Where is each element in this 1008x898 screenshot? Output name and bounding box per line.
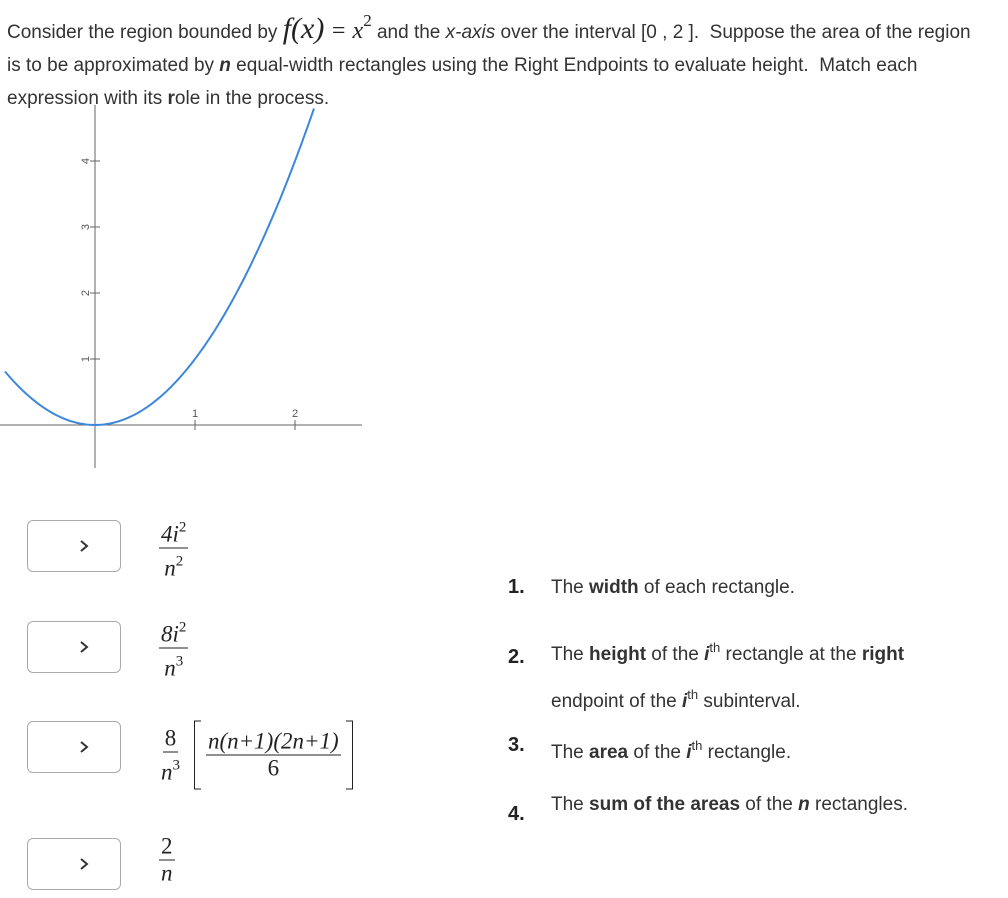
denominator: n <box>161 860 173 886</box>
y-tick-label: 4 <box>80 158 92 164</box>
numerator: 8 <box>162 725 179 752</box>
exponent: 3 <box>172 757 181 773</box>
role-number: 2. <box>508 646 525 668</box>
y-tick-label: 1 <box>80 356 92 362</box>
dropdown[interactable] <box>27 520 121 572</box>
numerator: 4i <box>161 521 179 547</box>
text-run: x <box>352 18 364 44</box>
text-run: width <box>589 577 639 598</box>
text-run: ole in the process. <box>174 88 330 109</box>
text-run: subinterval. <box>698 691 801 712</box>
exponent: 2 <box>178 619 187 636</box>
role-number: 4. <box>508 803 525 825</box>
expression: 8i2 n3 <box>155 615 192 682</box>
text-run: endpoint of the <box>551 644 910 712</box>
curve <box>4 108 315 427</box>
y-tick-label: 2 <box>80 290 92 296</box>
exponent: 2 <box>178 519 187 536</box>
text-run: The <box>551 742 590 763</box>
text-run: over the interval [0 , 2 ]. Suppose the … <box>7 22 976 76</box>
denominator: n <box>164 555 176 581</box>
numerator: n(n+1)(2n+1) <box>206 728 341 756</box>
text-run: of each rectangle. <box>638 577 795 598</box>
graph: 1 2 1 2 3 4 <box>0 105 362 468</box>
text-run: n <box>798 794 810 815</box>
text-run: rectangle. <box>702 742 792 763</box>
text-run: n <box>219 55 231 76</box>
numerator: 2 <box>159 833 175 861</box>
text-run: The <box>551 794 590 815</box>
role-number: 3. <box>508 734 525 756</box>
text-run: x-axis <box>445 22 496 43</box>
question: Consider the region bounded by f(x) = x2… <box>7 4 987 115</box>
text-run: The <box>551 644 590 665</box>
text-run: equal-width rectangles using the Right E… <box>7 55 923 109</box>
expression: 8 n3 n(n+1)(2n+1) 6 <box>155 720 353 790</box>
dropdown[interactable] <box>27 721 121 773</box>
text-run: = <box>324 18 353 44</box>
text-run: i <box>686 742 692 763</box>
text-run: (x) <box>291 12 325 45</box>
denominator: n <box>161 759 173 784</box>
y-tick-label: 3 <box>80 224 92 230</box>
role-number: 1. <box>508 576 525 598</box>
text-run: right <box>861 644 905 665</box>
role-text: The area of the ith rectangle. <box>551 726 951 773</box>
dropdown[interactable] <box>27 621 121 673</box>
role-text: The sum of the areas of the n rectangles… <box>551 785 951 825</box>
text-run: area <box>589 742 629 763</box>
text-run: th <box>709 640 721 655</box>
text-run: r <box>167 88 175 109</box>
text-run: of the <box>740 794 799 815</box>
text-run: 2 <box>363 11 372 30</box>
denominator: n <box>164 655 176 681</box>
numerator: 8i <box>161 621 179 647</box>
text-run: i <box>704 644 710 665</box>
text-run: th <box>687 687 699 702</box>
text-run: The <box>551 577 590 598</box>
bracket: n(n+1)(2n+1) 6 <box>194 720 353 790</box>
text-run: sum of the areas <box>589 794 741 815</box>
text-run: i <box>682 691 688 712</box>
exponent: 3 <box>175 653 184 670</box>
text-run: of the <box>646 644 705 665</box>
x-tick-label: 2 <box>292 408 298 420</box>
role-text: The height of the ith rectangle at the r… <box>551 628 951 722</box>
text-run: Consider the region bounded by <box>7 22 283 43</box>
text-run: f <box>282 12 292 45</box>
exponent: 2 <box>175 553 184 570</box>
text-run: th <box>691 738 703 753</box>
x-tick-label: 1 <box>192 408 198 420</box>
expression: 4i2 n2 <box>155 515 192 582</box>
text-run: and the <box>371 22 446 43</box>
role-text: The width of each rectangle. <box>551 568 951 608</box>
text-run: rectangles. <box>809 794 908 815</box>
denominator: 6 <box>267 755 280 781</box>
text-run: of the <box>628 742 687 763</box>
text-run: rectangle at the <box>720 644 862 665</box>
text-run: height <box>589 644 647 665</box>
dropdown[interactable] <box>27 838 121 890</box>
